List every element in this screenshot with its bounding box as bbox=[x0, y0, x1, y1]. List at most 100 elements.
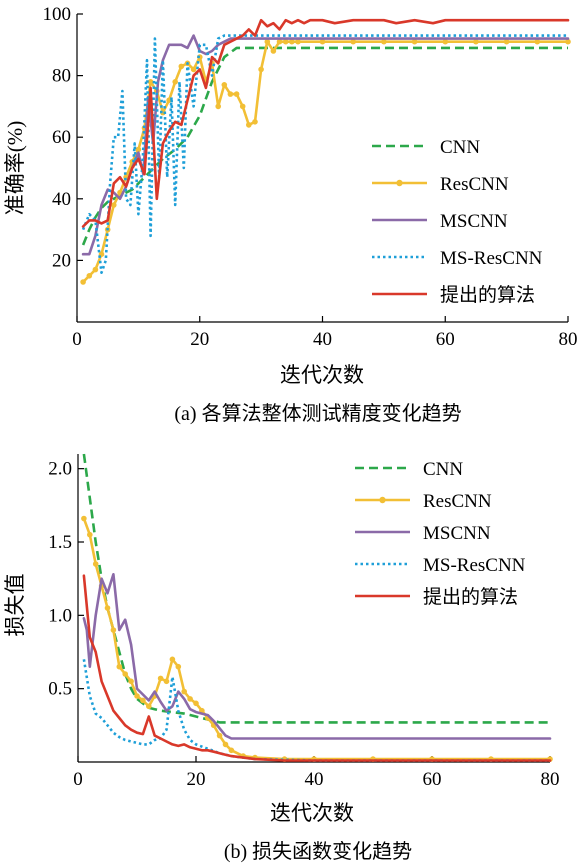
series-2-marker bbox=[282, 38, 289, 45]
legend-b: CNN ResCNN MSCNN MS-ResCNN 提出的算法 bbox=[355, 459, 526, 608]
series-3-line bbox=[81, 34, 570, 256]
series-a bbox=[80, 18, 571, 285]
series-2-marker bbox=[178, 63, 185, 70]
caption-b: (b) 损失函数变化趋势 bbox=[224, 840, 412, 863]
series-2-marker bbox=[295, 38, 301, 45]
series-4-line bbox=[81, 34, 568, 274]
y-tick-label: 1.5 bbox=[48, 532, 72, 553]
y-tick-label: 80 bbox=[52, 66, 71, 87]
y-tick-label: 0.5 bbox=[48, 679, 72, 700]
series-2-marker bbox=[104, 605, 111, 611]
series-2-marker bbox=[222, 741, 229, 748]
series-2-marker bbox=[87, 531, 93, 538]
series-2-marker bbox=[147, 79, 154, 85]
y-tick-label: 1.0 bbox=[48, 605, 72, 626]
series-2-marker bbox=[146, 703, 152, 710]
series-2-marker bbox=[135, 146, 142, 153]
series-2-marker bbox=[228, 747, 235, 754]
x-tick-label: 40 bbox=[305, 769, 324, 790]
series-2-marker bbox=[270, 48, 277, 54]
ticks-a: 0 20 40 60 80 20 40 60 80 100 bbox=[43, 4, 578, 350]
series-2-marker bbox=[172, 79, 178, 85]
series-2-marker bbox=[442, 38, 449, 45]
y-tick-label: 2.0 bbox=[48, 459, 72, 480]
series-2-marker bbox=[134, 693, 140, 699]
caption-a: (a) 各算法整体测试精度变化趋势 bbox=[174, 402, 461, 425]
legend-label: 提出的算法 bbox=[440, 284, 535, 306]
series-2-marker bbox=[534, 38, 541, 45]
series-2-marker bbox=[187, 696, 193, 702]
accuracy-chart: 0 20 40 60 80 20 40 60 80 100 CNN ResCNN MSCNN MS-Re… bbox=[3, 4, 578, 425]
legend-label: 提出的算法 bbox=[423, 586, 518, 608]
y-axis-label-a: 准确率(%) bbox=[3, 121, 27, 215]
series-2-marker bbox=[221, 82, 228, 88]
x-tick-label: 20 bbox=[190, 329, 209, 350]
series-2-marker bbox=[350, 38, 357, 45]
series-2-marker bbox=[215, 103, 221, 110]
legend-swatch-marker bbox=[396, 179, 403, 187]
series-2-marker bbox=[289, 38, 295, 45]
series-2-marker bbox=[503, 38, 510, 45]
series-2-marker bbox=[473, 38, 479, 45]
y-tick-label: 60 bbox=[52, 127, 71, 148]
series-2-marker bbox=[128, 678, 134, 685]
series-2-marker bbox=[381, 38, 387, 45]
series-2-marker bbox=[258, 66, 264, 73]
series-2-marker bbox=[411, 38, 418, 45]
series-2-marker bbox=[169, 656, 176, 663]
legend-a: CNN ResCNN MSCNN MS-ResCNN 提出的算法 bbox=[372, 137, 543, 306]
y-tick-label: 20 bbox=[52, 250, 71, 271]
x-tick-label: 40 bbox=[313, 329, 332, 350]
x-axis-label-b: 迭代次数 bbox=[270, 801, 354, 825]
series-5-line bbox=[82, 574, 552, 762]
x-tick-label: 80 bbox=[541, 769, 560, 790]
x-axis-label-a: 迭代次数 bbox=[280, 363, 364, 387]
series-2-marker bbox=[122, 671, 128, 677]
series-2-marker bbox=[233, 91, 240, 97]
series-2-marker bbox=[116, 663, 123, 670]
series-2-marker bbox=[81, 515, 87, 522]
series-2-marker bbox=[264, 38, 271, 45]
x-tick-label: 20 bbox=[187, 769, 206, 790]
series-2-marker bbox=[227, 91, 234, 97]
y-axis-label-b: 损失值 bbox=[3, 574, 27, 637]
legend-label: CNN bbox=[423, 459, 463, 480]
y-tick-label: 100 bbox=[43, 4, 72, 25]
series-2-marker bbox=[276, 38, 283, 45]
series-2-marker bbox=[239, 103, 246, 110]
series-2-marker bbox=[181, 688, 187, 695]
series-2-marker bbox=[246, 122, 252, 128]
x-tick-label: 0 bbox=[73, 769, 83, 790]
legend-label: ResCNN bbox=[440, 174, 509, 195]
series-2-marker bbox=[110, 627, 117, 633]
series-2-marker bbox=[140, 697, 146, 704]
legend-swatch-marker bbox=[379, 496, 386, 504]
series-2-marker bbox=[92, 561, 99, 567]
x-tick-label: 80 bbox=[559, 329, 578, 350]
loss-chart: 0 20 40 60 80 0.5 1.0 1.5 2.0 CNN ResCNN MSCNN MS-R… bbox=[3, 453, 560, 863]
series-2-marker bbox=[157, 675, 164, 682]
series-2-marker bbox=[216, 732, 223, 739]
series-2-marker bbox=[111, 202, 117, 208]
series-2-marker bbox=[193, 700, 199, 707]
x-tick-label: 0 bbox=[72, 329, 82, 350]
plot-area-a bbox=[76, 14, 568, 323]
legend-label: CNN bbox=[440, 137, 480, 158]
series-2-marker bbox=[252, 119, 258, 125]
series-2-marker bbox=[175, 663, 182, 670]
legend-label: ResCNN bbox=[423, 491, 492, 512]
series-3-line bbox=[82, 573, 552, 740]
series-2-marker bbox=[190, 66, 197, 73]
series-5-line bbox=[81, 18, 570, 228]
legend-label: MS-ResCNN bbox=[440, 248, 543, 269]
x-tick-label: 60 bbox=[436, 329, 455, 350]
y-tick-label: 40 bbox=[52, 189, 71, 210]
legend-label: MS-ResCNN bbox=[423, 555, 526, 576]
ticks-b: 0 20 40 60 80 0.5 1.0 1.5 2.0 bbox=[48, 459, 559, 790]
legend-label: MSCNN bbox=[440, 211, 508, 232]
series-2-marker bbox=[92, 266, 99, 273]
series-2-line bbox=[82, 517, 552, 761]
series-2-marker bbox=[80, 279, 86, 285]
series-2-marker bbox=[319, 38, 326, 45]
x-tick-label: 60 bbox=[423, 769, 442, 790]
